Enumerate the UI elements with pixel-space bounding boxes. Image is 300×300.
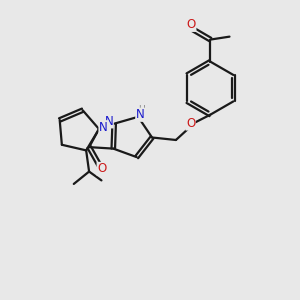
Text: N: N <box>136 108 145 121</box>
Text: N: N <box>104 115 113 128</box>
Text: O: O <box>186 117 195 130</box>
Text: O: O <box>97 162 106 176</box>
Text: O: O <box>187 18 196 32</box>
Text: H: H <box>138 105 145 114</box>
Text: N: N <box>99 121 108 134</box>
